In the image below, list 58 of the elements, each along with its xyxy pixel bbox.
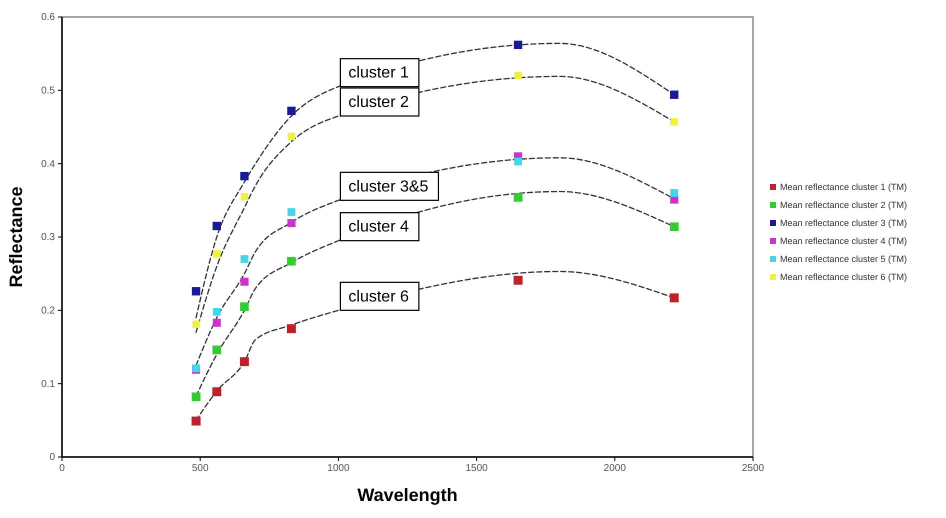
y-tick-label: 0	[49, 452, 56, 464]
point	[212, 346, 222, 354]
x-tick-label: 1500	[465, 463, 488, 474]
legend-label: Mean reflectance cluster 5 (TM)	[780, 254, 908, 264]
point	[286, 324, 296, 334]
point	[240, 357, 249, 366]
y-tick-label: 0.6	[41, 12, 56, 24]
point	[212, 318, 221, 327]
point	[212, 222, 221, 230]
legend-label: Mean reflectance cluster 3 (TM)	[780, 218, 908, 228]
point	[240, 172, 249, 180]
point	[514, 72, 522, 80]
legend-label: Mean reflectance cluster 4 (TM)	[780, 236, 908, 246]
y-tick-label: 0.3	[41, 232, 56, 244]
point	[670, 118, 678, 126]
legend-label: Mean reflectance cluster 2 (TM)	[780, 200, 908, 210]
y-tick-label: 0.5	[41, 86, 56, 97]
x-tick-label: 2000	[604, 463, 626, 474]
x-tick-label: 0	[59, 463, 66, 474]
point	[287, 219, 296, 228]
y-axis-title: Reflectance	[6, 186, 26, 288]
point	[514, 158, 522, 166]
point	[288, 208, 296, 216]
y-tick-label: 0.1	[41, 378, 56, 390]
annotation: cluster 6	[348, 288, 409, 306]
point	[670, 90, 678, 99]
point	[192, 287, 200, 296]
point	[514, 276, 523, 285]
point	[670, 222, 679, 232]
y-tick-label: 0.4	[41, 158, 56, 170]
point	[287, 256, 296, 266]
point	[212, 387, 222, 396]
x-axis-title: Wavelength	[357, 485, 458, 505]
annotation: cluster 3&5	[348, 178, 429, 196]
point	[514, 40, 522, 50]
y-tick-label: 0.2	[41, 306, 56, 317]
annotation: cluster 4	[348, 218, 409, 236]
point	[288, 132, 296, 140]
x-tick-label: 2500	[742, 463, 765, 474]
point	[192, 320, 200, 328]
point	[192, 392, 200, 402]
legend-label: Mean reflectance cluster 6 (TM)	[780, 272, 908, 282]
legend-label: Mean reflectance cluster 1 (TM)	[780, 182, 908, 192]
x-tick-label: 500	[192, 463, 209, 474]
point	[240, 278, 248, 286]
point	[670, 293, 679, 302]
point	[240, 192, 248, 200]
point	[213, 250, 220, 258]
point	[670, 189, 678, 197]
point	[212, 308, 221, 316]
annotation: cluster 2	[348, 94, 409, 111]
point	[192, 416, 201, 426]
x-tick-label: 1000	[327, 463, 350, 474]
point	[287, 106, 296, 116]
point	[240, 302, 249, 311]
point	[514, 193, 522, 202]
point	[240, 255, 248, 263]
annotation: cluster 1	[348, 64, 409, 82]
